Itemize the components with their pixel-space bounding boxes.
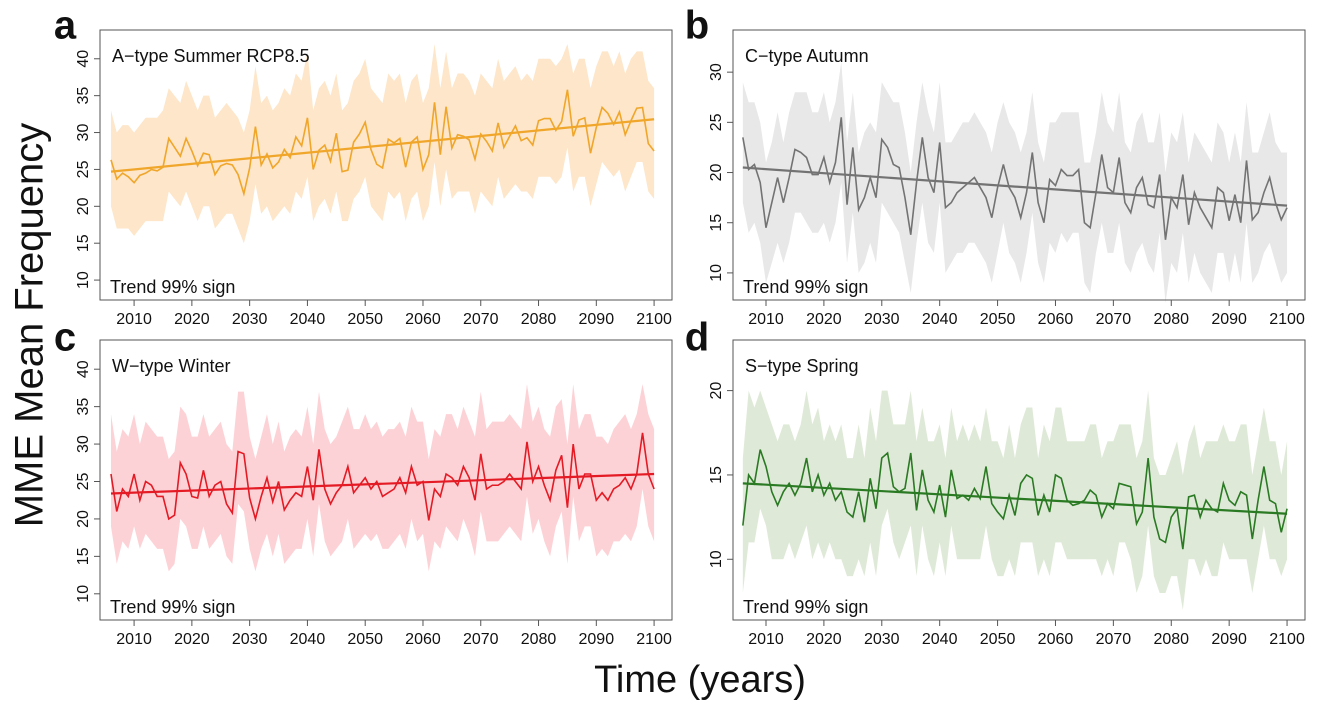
x-tick-label: 2040 bbox=[290, 311, 326, 328]
x-tick-label: 2050 bbox=[980, 311, 1016, 328]
plot-frame bbox=[99, 339, 673, 621]
y-tick-label: 30 bbox=[708, 63, 725, 81]
y-tick-label: 20 bbox=[75, 510, 92, 528]
y-tick-label: 25 bbox=[75, 160, 92, 178]
spread-band bbox=[110, 44, 655, 244]
y-tick-label: 15 bbox=[708, 214, 725, 232]
x-axis-title: Time (years) bbox=[594, 659, 806, 701]
x-tick-label: 2030 bbox=[232, 631, 268, 648]
x-tick-label: 2010 bbox=[748, 311, 784, 328]
spread-band bbox=[742, 62, 1288, 304]
x-tick-label: 2030 bbox=[864, 311, 900, 328]
x-tick-label: 2100 bbox=[636, 631, 672, 648]
panel-letter: b bbox=[685, 4, 709, 48]
y-tick-label: 30 bbox=[75, 435, 92, 453]
x-tick-label: 2100 bbox=[1269, 631, 1305, 648]
trend-line bbox=[742, 482, 1288, 515]
x-tick-label: 2030 bbox=[864, 631, 900, 648]
y-tick-label: 10 bbox=[708, 550, 725, 568]
x-tick-label: 2050 bbox=[347, 311, 383, 328]
x-tick-label: 2080 bbox=[521, 311, 557, 328]
x-tick-label: 2040 bbox=[922, 311, 958, 328]
x-tick-label: 2060 bbox=[405, 311, 441, 328]
mean-line bbox=[742, 449, 1288, 550]
x-tick-label: 2040 bbox=[922, 631, 958, 648]
trend-note: Trend 99% sign bbox=[110, 277, 235, 297]
x-tick-label: 2070 bbox=[463, 311, 499, 328]
panel-letter: a bbox=[54, 4, 77, 48]
x-tick-label: 2010 bbox=[116, 631, 152, 648]
y-tick-label: 10 bbox=[708, 264, 725, 282]
x-tick-label: 2060 bbox=[1038, 311, 1074, 328]
trend-note: Trend 99% sign bbox=[743, 277, 868, 297]
mean-line bbox=[742, 117, 1288, 240]
trend-note: Trend 99% sign bbox=[110, 597, 235, 617]
x-tick-label: 2090 bbox=[1211, 631, 1247, 648]
x-tick-label: 2060 bbox=[1038, 631, 1074, 648]
x-tick-label: 2060 bbox=[405, 631, 441, 648]
x-tick-label: 2070 bbox=[1096, 311, 1132, 328]
panel-title: S−type Spring bbox=[745, 356, 859, 376]
panel-letter: d bbox=[685, 316, 709, 360]
x-tick-label: 2090 bbox=[579, 311, 615, 328]
y-tick-label: 25 bbox=[75, 472, 92, 490]
x-tick-label: 2070 bbox=[463, 631, 499, 648]
x-tick-label: 2020 bbox=[174, 631, 210, 648]
trend-line bbox=[742, 166, 1288, 207]
trend-note: Trend 99% sign bbox=[743, 597, 868, 617]
x-tick-label: 2010 bbox=[748, 631, 784, 648]
y-tick-label: 40 bbox=[75, 50, 92, 68]
y-tick-label: 20 bbox=[75, 197, 92, 215]
y-tick-label: 35 bbox=[75, 87, 92, 105]
spread-band bbox=[742, 390, 1288, 610]
panel-letter: c bbox=[54, 316, 76, 360]
y-tick-label: 25 bbox=[708, 113, 725, 131]
x-tick-label: 2050 bbox=[980, 631, 1016, 648]
x-tick-label: 2070 bbox=[1096, 631, 1132, 648]
panel-title: W−type Winter bbox=[112, 356, 231, 376]
y-tick-label: 30 bbox=[75, 124, 92, 142]
plot-frame bbox=[99, 29, 673, 301]
y-tick-label: 20 bbox=[708, 164, 725, 182]
x-tick-label: 2080 bbox=[1153, 311, 1189, 328]
y-tick-label: 10 bbox=[75, 585, 92, 603]
x-tick-label: 2020 bbox=[174, 311, 210, 328]
x-tick-label: 2090 bbox=[579, 631, 615, 648]
mean-line bbox=[110, 432, 655, 523]
x-tick-label: 2100 bbox=[1269, 311, 1305, 328]
y-tick-label: 15 bbox=[708, 466, 725, 484]
y-tick-label: 10 bbox=[75, 271, 92, 289]
plot-frame bbox=[732, 339, 1306, 621]
y-axis-title: MME Mean Frequency bbox=[8, 123, 52, 528]
x-tick-label: 2050 bbox=[347, 631, 383, 648]
spread-band bbox=[110, 384, 655, 572]
x-tick-label: 2090 bbox=[1211, 311, 1247, 328]
x-tick-label: 2100 bbox=[636, 311, 672, 328]
x-tick-label: 2080 bbox=[521, 631, 557, 648]
x-tick-label: 2020 bbox=[806, 631, 842, 648]
y-tick-label: 40 bbox=[75, 360, 92, 378]
trend-line bbox=[110, 472, 655, 495]
trend-line bbox=[110, 118, 655, 173]
panel-title: C−type Autumn bbox=[745, 46, 869, 66]
x-tick-label: 2030 bbox=[232, 311, 268, 328]
y-tick-label: 15 bbox=[75, 547, 92, 565]
y-tick-label: 15 bbox=[75, 234, 92, 252]
y-tick-label: 20 bbox=[708, 382, 725, 400]
x-tick-label: 2020 bbox=[806, 311, 842, 328]
y-tick-label: 35 bbox=[75, 398, 92, 416]
panel-title: A−type Summer RCP8.5 bbox=[112, 46, 310, 66]
plot-frame bbox=[732, 29, 1306, 301]
x-tick-label: 2010 bbox=[116, 311, 152, 328]
mean-line bbox=[110, 89, 655, 197]
x-tick-label: 2040 bbox=[290, 631, 326, 648]
x-tick-label: 2080 bbox=[1153, 631, 1189, 648]
